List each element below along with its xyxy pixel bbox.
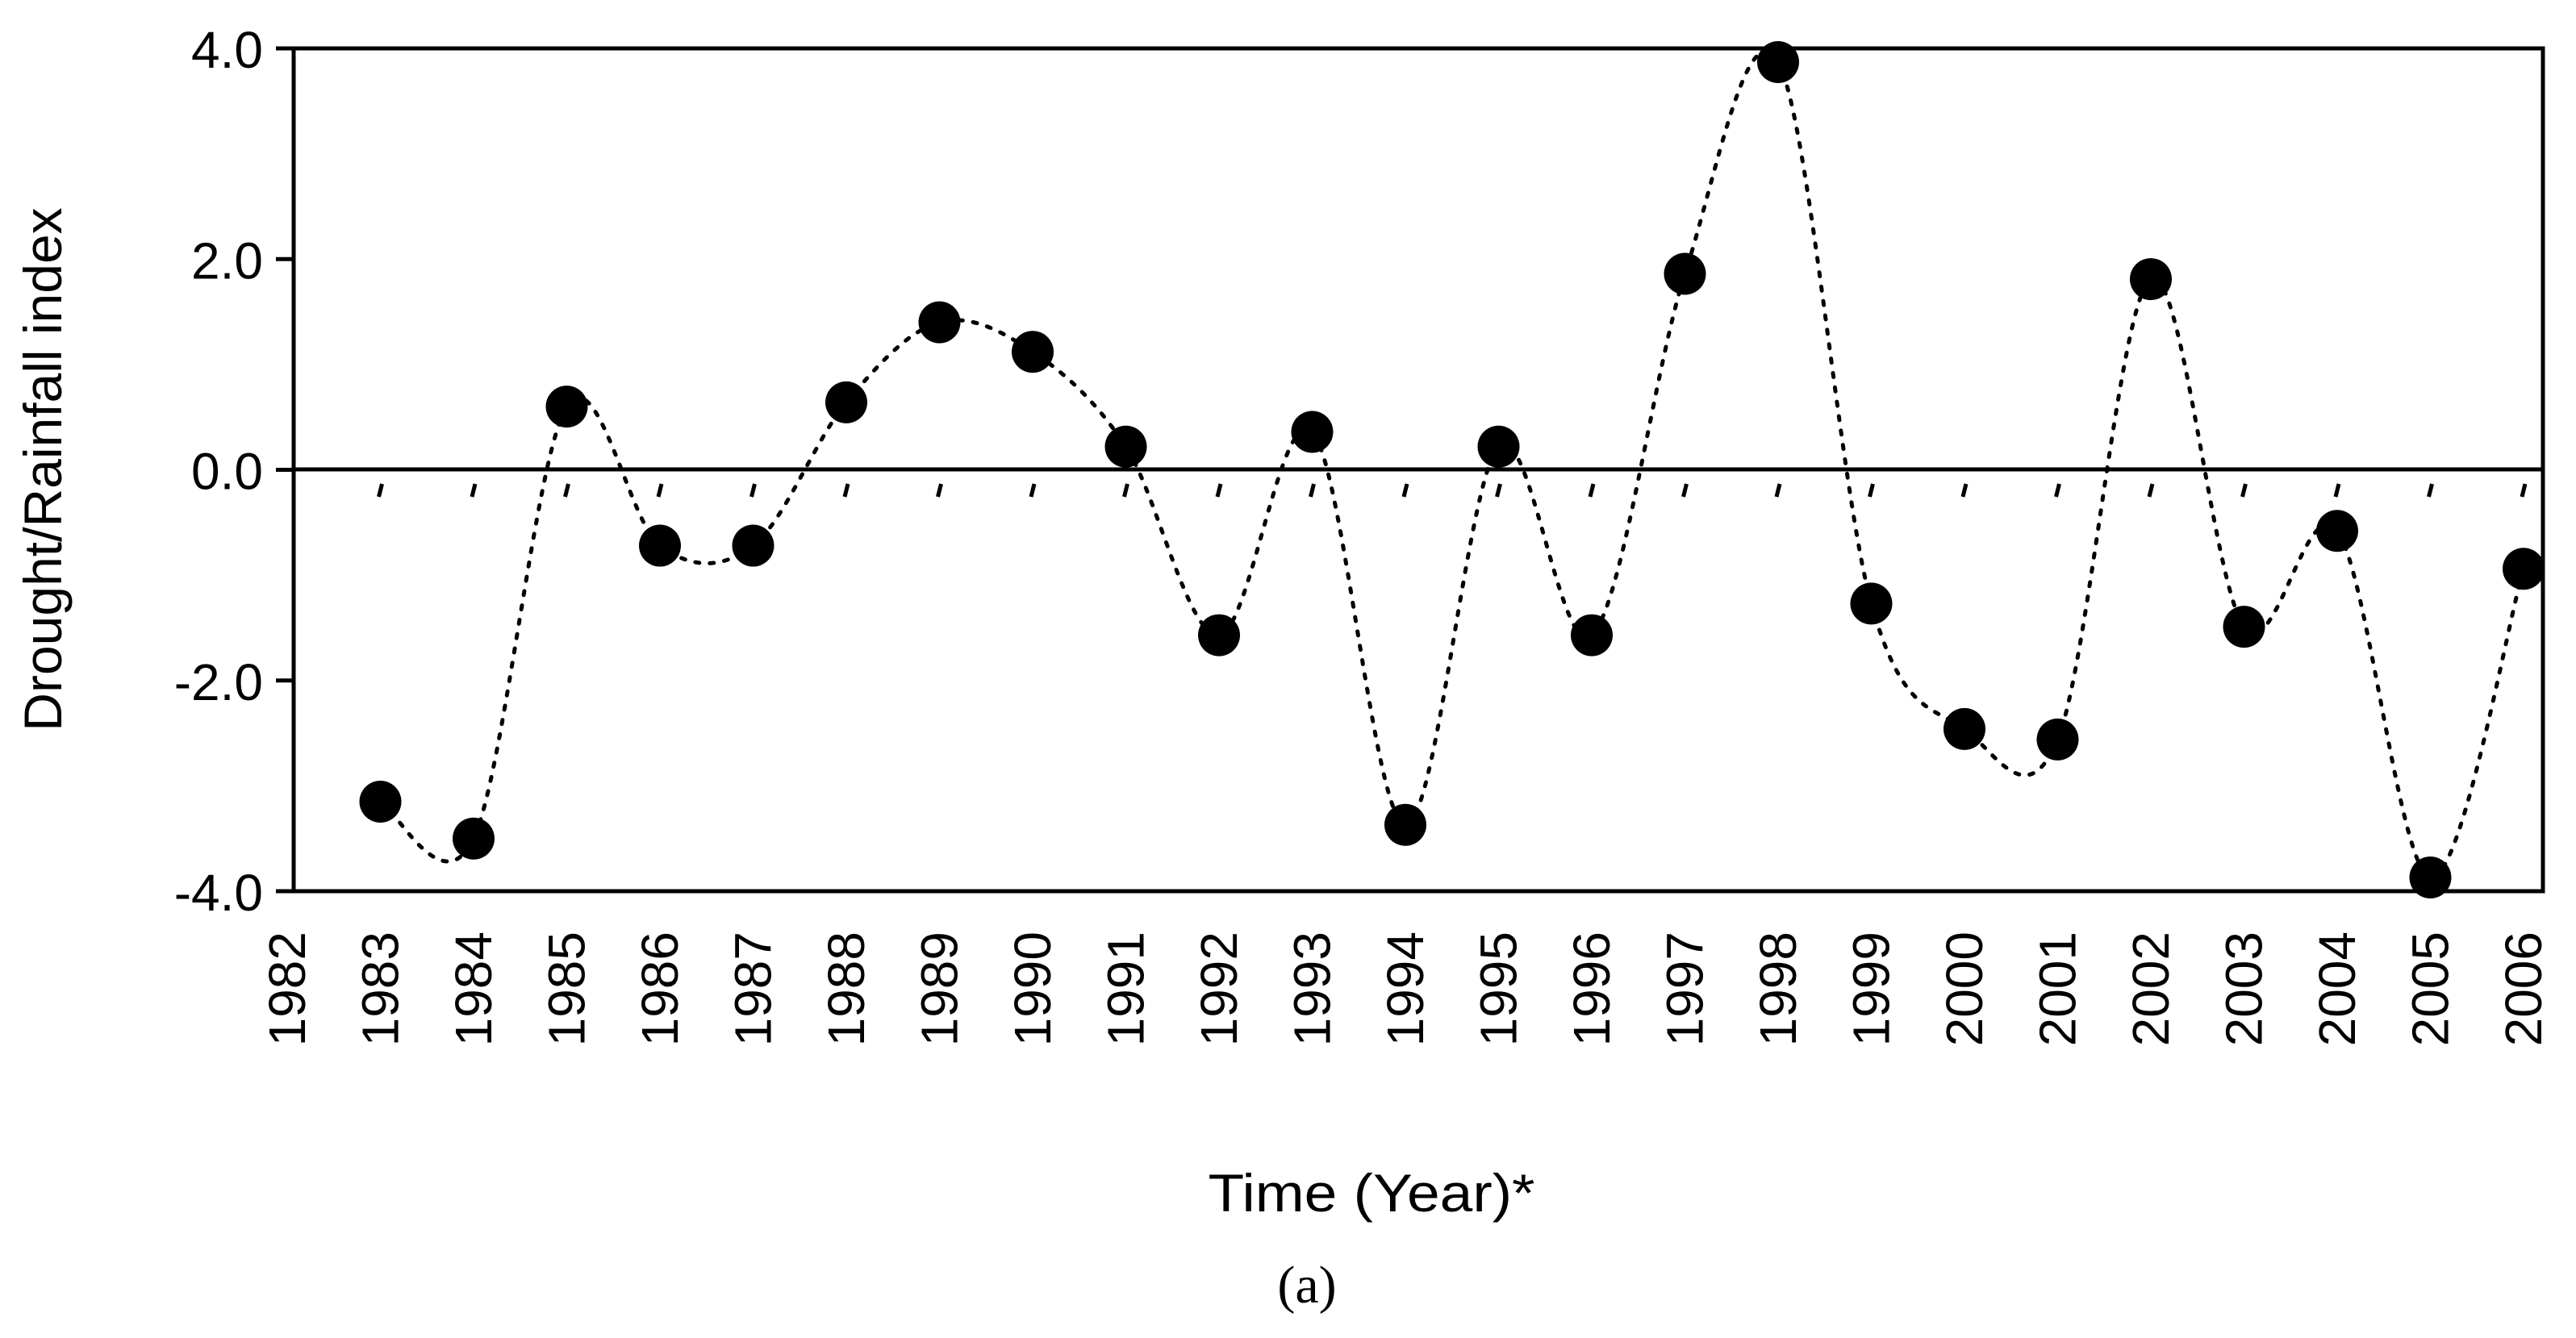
x-tick-mark <box>1401 483 1409 498</box>
x-tick-label: 1983 <box>352 932 410 1046</box>
x-tick-mark <box>1774 483 1782 498</box>
x-tick-mark <box>2054 483 2061 498</box>
x-tick-mark <box>2240 483 2248 498</box>
x-tick-mark <box>1122 483 1129 498</box>
x-tick-label: 2004 <box>2308 932 2366 1046</box>
x-tick-label: 2005 <box>2402 932 2460 1046</box>
x-tick-label: 1997 <box>1656 932 1714 1046</box>
data-point <box>1664 252 1706 295</box>
x-tick-label: 1990 <box>1004 932 1062 1046</box>
data-point <box>918 301 961 344</box>
y-tick-label: -4.0 <box>174 864 263 922</box>
data-point <box>2409 857 2452 899</box>
figure-caption: (a) <box>1277 1256 1336 1315</box>
data-point <box>1850 582 1893 625</box>
x-tick-mark <box>1681 483 1689 498</box>
data-point <box>639 524 681 567</box>
data-point <box>1198 614 1240 656</box>
x-tick-label: 2006 <box>2495 932 2553 1046</box>
series-line <box>378 49 2526 880</box>
data-point <box>545 386 588 428</box>
x-tick-label: 1991 <box>1097 932 1155 1046</box>
y-axis-label: Drought/Rainfall index <box>13 207 73 731</box>
x-tick-label: 2001 <box>2029 932 2087 1046</box>
y-tick-label: -2.0 <box>174 653 263 711</box>
data-points <box>359 40 2545 899</box>
x-tick-mark <box>1215 483 1223 498</box>
y-axis: 4.0 2.0 0.0 -2.0 -4.0 <box>174 21 294 922</box>
y-tick-label: 4.0 <box>191 21 263 79</box>
x-tick-label: 1998 <box>1749 932 1807 1046</box>
data-point <box>1012 331 1054 373</box>
x-tick-mark <box>936 483 943 498</box>
x-tick-label: 1982 <box>258 932 316 1046</box>
data-point <box>359 780 402 823</box>
x-tick-label: 2000 <box>1935 932 1994 1046</box>
data-point <box>2316 510 2358 552</box>
x-tick-mark <box>470 483 478 498</box>
x-tick-mark <box>1495 483 1502 498</box>
data-point <box>2036 718 2079 761</box>
data-point <box>1291 411 1334 453</box>
x-tick-mark <box>2333 483 2341 498</box>
data-point <box>2223 606 2265 648</box>
x-tick-mark <box>563 483 570 498</box>
data-point <box>1757 40 1799 83</box>
x-tick-label: 2003 <box>2215 932 2273 1046</box>
x-tick-label: 1988 <box>817 932 875 1046</box>
data-point <box>1571 614 1613 656</box>
x-tick-label: 1994 <box>1376 932 1434 1046</box>
y-tick-label: 0.0 <box>191 443 263 501</box>
x-tick-label: 1996 <box>1563 932 1621 1046</box>
x-tick-mark <box>2147 483 2155 498</box>
x-tick-label: 1995 <box>1470 932 1528 1046</box>
x-tick-label: 1986 <box>631 932 689 1046</box>
data-point <box>453 817 495 860</box>
x-tick-mark <box>1309 483 1316 498</box>
x-tick-label: 1989 <box>911 932 969 1046</box>
x-tick-label: 1984 <box>445 932 503 1046</box>
x-tick-mark <box>1029 483 1037 498</box>
x-tick-mark <box>749 483 757 498</box>
x-axis-label: Time (Year)* <box>1209 1163 1535 1223</box>
x-tick-label: 2002 <box>2122 932 2180 1046</box>
x-tick-mark <box>377 483 384 498</box>
x-tick-mark <box>1588 483 1596 498</box>
x-tick-mark <box>842 483 850 498</box>
x-tick-label: 1987 <box>724 932 783 1046</box>
data-point <box>1384 803 1426 846</box>
y-tick-label: 2.0 <box>191 231 263 290</box>
data-point <box>1477 425 1520 468</box>
data-point <box>2130 258 2172 301</box>
x-tick-label: 1999 <box>1843 932 1901 1046</box>
x-tick-label: 1992 <box>1190 932 1248 1046</box>
x-tick-mark <box>1868 483 1875 498</box>
data-point <box>1943 707 1985 750</box>
x-tick-mark <box>2427 483 2434 498</box>
data-point <box>732 524 774 567</box>
x-axis: 1982 1983 1984 1985 1986 1987 1988 1989 1990 1991… <box>258 483 2553 1046</box>
x-tick-mark <box>1960 483 1969 498</box>
data-point <box>1104 425 1147 468</box>
x-tick-label: 1985 <box>538 932 596 1046</box>
x-tick-mark <box>656 483 664 498</box>
x-tick-label: 1993 <box>1284 932 1342 1046</box>
x-tick-mark <box>2520 483 2528 498</box>
data-point <box>2503 548 2545 590</box>
data-point <box>825 381 867 423</box>
